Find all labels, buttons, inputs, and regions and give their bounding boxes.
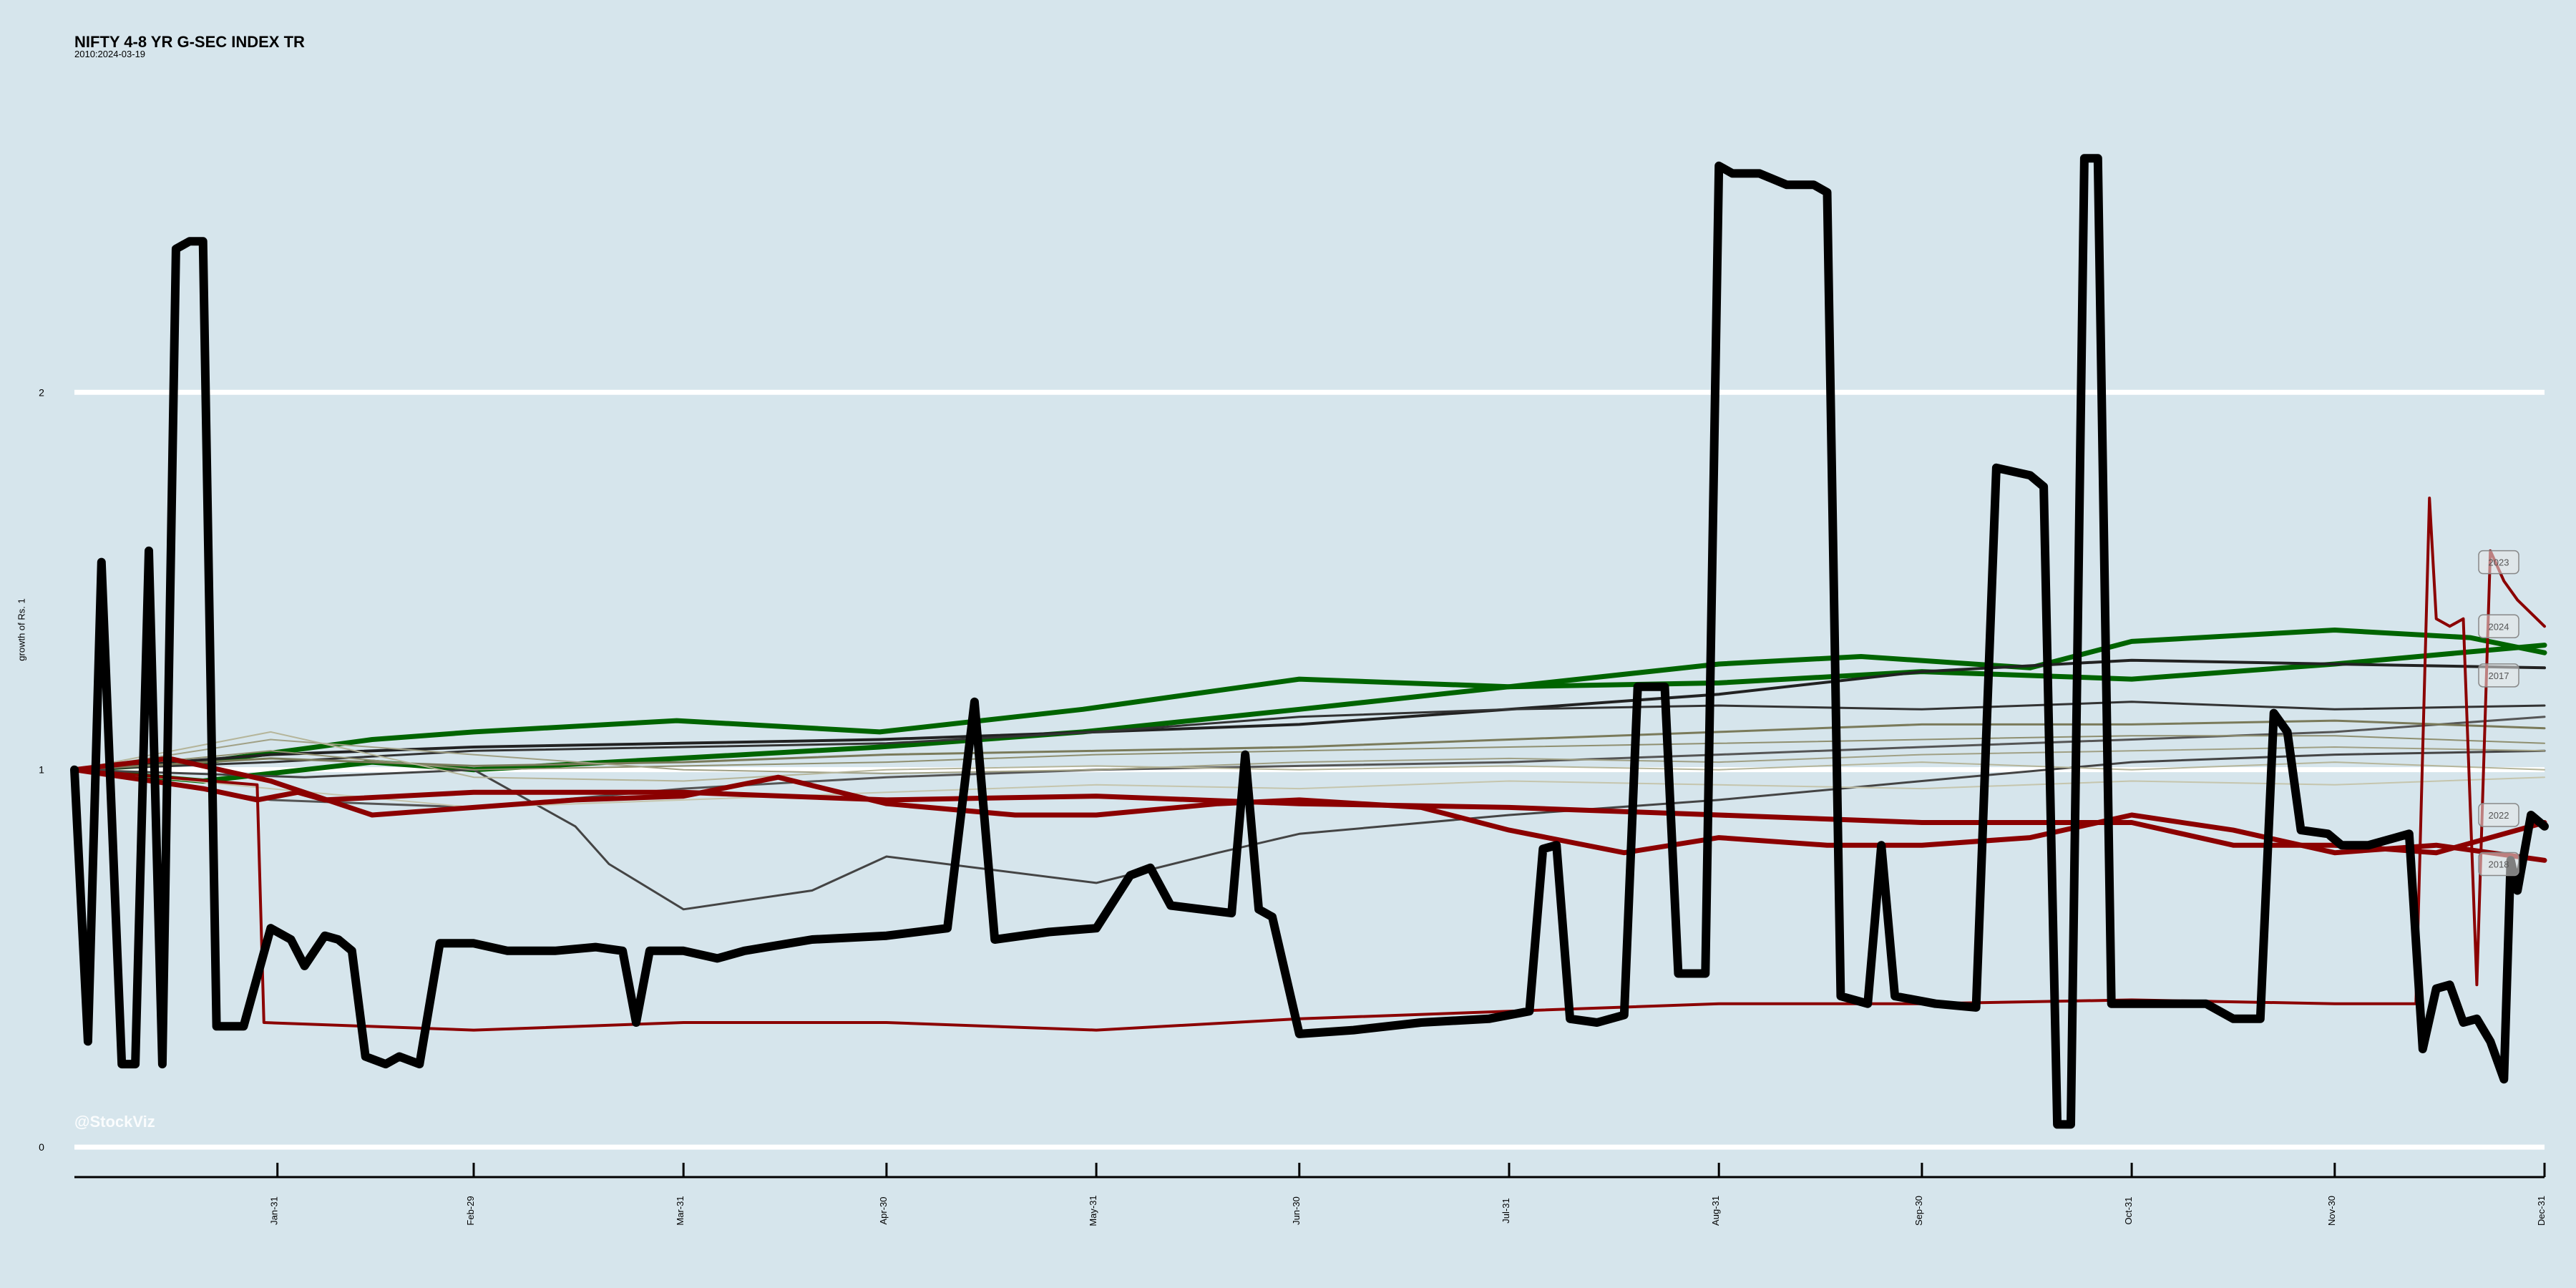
x-tick-label: Jan-31 [269,1196,280,1225]
x-tick-label: Oct-31 [2123,1196,2134,1224]
x-tick-label: Feb-29 [465,1196,476,1225]
series-end-label: 2017 [2489,670,2509,681]
x-tick-label: Dec-31 [2536,1196,2547,1226]
series-end-label: 2024 [2489,621,2509,632]
series-line [73,701,2546,771]
x-tick-label: Apr-30 [878,1196,889,1224]
series-line [70,154,2549,1129]
series-line [73,719,2546,771]
series-line [74,735,2545,771]
series-end-label: 2023 [2489,557,2509,568]
series-line [74,738,2545,774]
series-end-label-box [2478,614,2519,639]
chart-title: NIFTY 4-8 YR G-SEC INDEX TR [74,33,305,51]
series-end-label-box [2478,663,2519,688]
series-end-label-box [2478,550,2519,575]
series-end-label: 2018 [2489,859,2509,870]
x-tick-label: May-31 [1088,1195,1098,1226]
series-line [73,658,2546,771]
series-end-label-box [2478,852,2519,877]
chart-subtitle: 2010:2024-03-19 [74,49,146,59]
x-tick-label: Nov-30 [2326,1196,2337,1226]
x-tick-label: Aug-31 [1710,1196,1721,1226]
y-tick-label: 0 [39,1141,44,1153]
series-line [74,731,2545,782]
x-tick-label: Jul-31 [1501,1198,1511,1223]
y-tick-label: 1 [39,764,44,776]
watermark: @StockViz [74,1113,155,1131]
x-tick-label: Jun-30 [1291,1196,1302,1225]
series-end-label-box [2478,803,2519,827]
y-tick-label: 2 [39,386,44,398]
x-tick-label: Sep-30 [1913,1196,1924,1226]
series-end-label: 2022 [2489,810,2509,821]
series-line [72,756,2547,863]
series-line [72,628,2547,773]
x-tick-label: Mar-31 [675,1196,686,1225]
series-line [73,749,2546,911]
series-line [72,767,2547,856]
